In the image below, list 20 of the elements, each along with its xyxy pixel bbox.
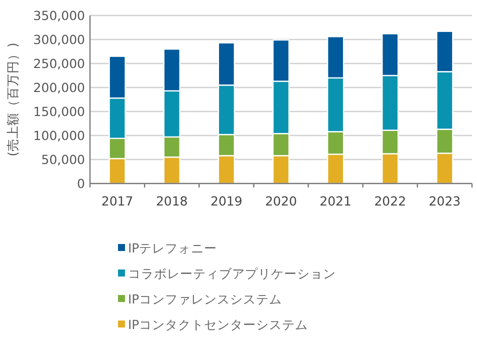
y-tick-label: 250,000 xyxy=(33,56,86,71)
y-tick-label: 50,000 xyxy=(41,152,86,167)
legend-label: IPコンタクトセンターシステム xyxy=(128,317,308,332)
x-tick-label: 2019 xyxy=(210,194,242,208)
y-tick-label: 0 xyxy=(77,176,86,191)
x-tick-label: 2020 xyxy=(265,194,297,208)
legend-label: コラボレーティブアプリケーション xyxy=(128,266,336,281)
y-tick-label: 100,000 xyxy=(33,128,86,143)
legend-label: IPコンファレンスシステム xyxy=(128,292,282,306)
x-tick-label: 2017 xyxy=(101,194,134,208)
y-axis-title: (売上額（百万円）) xyxy=(5,42,20,156)
y-tick-label: 150,000 xyxy=(33,104,86,119)
x-tick-label: 2021 xyxy=(320,194,352,208)
y-tick-label: 300,000 xyxy=(33,32,86,47)
x-tick-label: 2023 xyxy=(428,194,461,208)
legend-label: IPテレフォニー xyxy=(128,240,218,256)
y-tick-label: 350,000 xyxy=(33,8,86,23)
x-tick-label: 2022 xyxy=(374,194,406,208)
x-tick-label: 2018 xyxy=(156,194,188,208)
y-tick-label: 200,000 xyxy=(33,80,86,95)
